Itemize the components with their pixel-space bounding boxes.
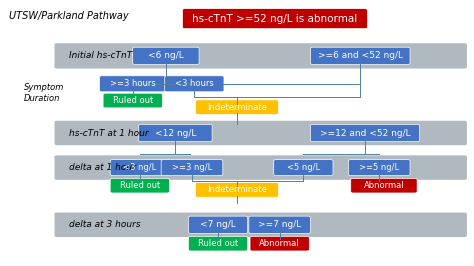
FancyBboxPatch shape [55,213,467,237]
Text: >=3 ng/L: >=3 ng/L [172,163,212,172]
Text: delta at 3 hours: delta at 3 hours [69,220,140,229]
Text: <3 ng/L: <3 ng/L [123,163,156,172]
FancyBboxPatch shape [164,76,224,92]
FancyBboxPatch shape [348,160,410,176]
FancyBboxPatch shape [189,236,247,251]
FancyBboxPatch shape [189,216,247,234]
Text: Indeterminate: Indeterminate [207,103,267,112]
FancyBboxPatch shape [133,47,199,65]
Text: Ruled out: Ruled out [113,96,153,105]
FancyBboxPatch shape [310,124,419,142]
FancyBboxPatch shape [100,76,166,92]
Text: <5 ng/L: <5 ng/L [287,163,320,172]
Text: UTSW/Parkland Pathway: UTSW/Parkland Pathway [9,11,129,21]
FancyBboxPatch shape [55,121,467,145]
FancyBboxPatch shape [249,216,310,234]
Text: >=6 and <52 ng/L: >=6 and <52 ng/L [318,51,403,60]
Text: Ruled out: Ruled out [198,239,238,248]
Text: hs-cTnT at 1 hour: hs-cTnT at 1 hour [69,128,148,138]
FancyBboxPatch shape [138,124,212,142]
FancyBboxPatch shape [55,43,467,68]
Text: <6 ng/L: <6 ng/L [148,51,184,60]
FancyBboxPatch shape [55,155,467,180]
Text: >=7 ng/L: >=7 ng/L [258,220,301,229]
Text: <3 hours: <3 hours [175,79,214,88]
Text: >=5 ng/L: >=5 ng/L [359,163,399,172]
FancyBboxPatch shape [195,183,279,197]
Text: Indeterminate: Indeterminate [207,185,267,194]
FancyBboxPatch shape [182,9,367,28]
Text: Initial hs-cTnT: Initial hs-cTnT [69,51,132,60]
Text: Symptom
Duration: Symptom Duration [24,84,64,103]
FancyBboxPatch shape [250,236,309,251]
FancyBboxPatch shape [351,178,417,193]
Text: hs-cTnT >=52 ng/L is abnormal: hs-cTnT >=52 ng/L is abnormal [192,14,357,24]
Text: <7 ng/L: <7 ng/L [200,220,236,229]
Text: >=3 hours: >=3 hours [110,79,155,88]
FancyBboxPatch shape [310,47,410,65]
FancyBboxPatch shape [103,93,162,108]
Text: >=12 and <52 ng/L: >=12 and <52 ng/L [319,128,410,138]
Text: <12 ng/L: <12 ng/L [155,128,196,138]
FancyBboxPatch shape [195,100,279,115]
Text: Abnormal: Abnormal [364,181,404,190]
FancyBboxPatch shape [110,178,169,193]
FancyBboxPatch shape [110,160,169,176]
FancyBboxPatch shape [161,160,223,176]
Text: Ruled out: Ruled out [120,181,160,190]
FancyBboxPatch shape [274,160,333,176]
Text: delta at 1 hour: delta at 1 hour [69,163,136,172]
Text: Abnormal: Abnormal [259,239,300,248]
